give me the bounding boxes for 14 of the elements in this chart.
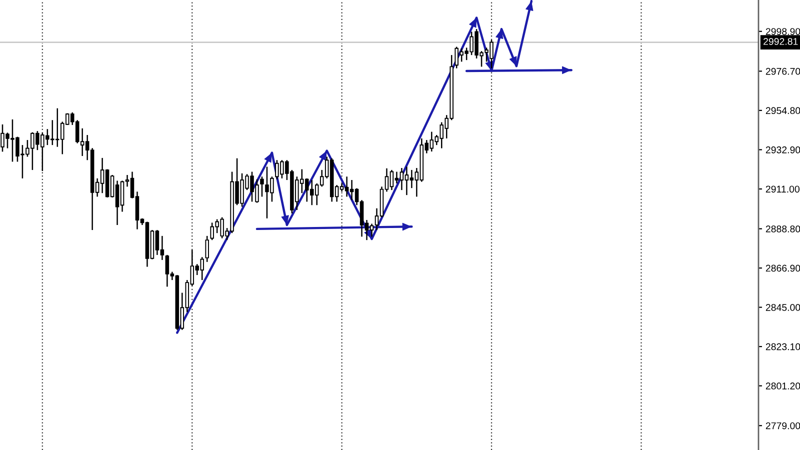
- y-tick-label: 2911.00: [766, 186, 800, 193]
- y-tick-label: 2845.00: [766, 304, 800, 311]
- candlestick: [260, 176, 264, 198]
- y-tick-label: 2779.00: [766, 422, 800, 430]
- y-tick-label: 2932.90: [766, 146, 800, 154]
- y-tick-label: 2888.80: [766, 226, 800, 232]
- y-tick-label: 2801.20: [766, 382, 800, 390]
- ref-line-label: 2992.81: [764, 38, 798, 45]
- y-tick-label: 2998.90: [766, 28, 800, 35]
- y-tick-label: 2954.80: [766, 107, 800, 114]
- y-tick-label: 2823.10: [766, 343, 800, 350]
- y-tick-label: 2866.90: [766, 264, 800, 272]
- candlestick: [205, 235, 209, 263]
- y-tick-label: 2976.70: [766, 68, 800, 75]
